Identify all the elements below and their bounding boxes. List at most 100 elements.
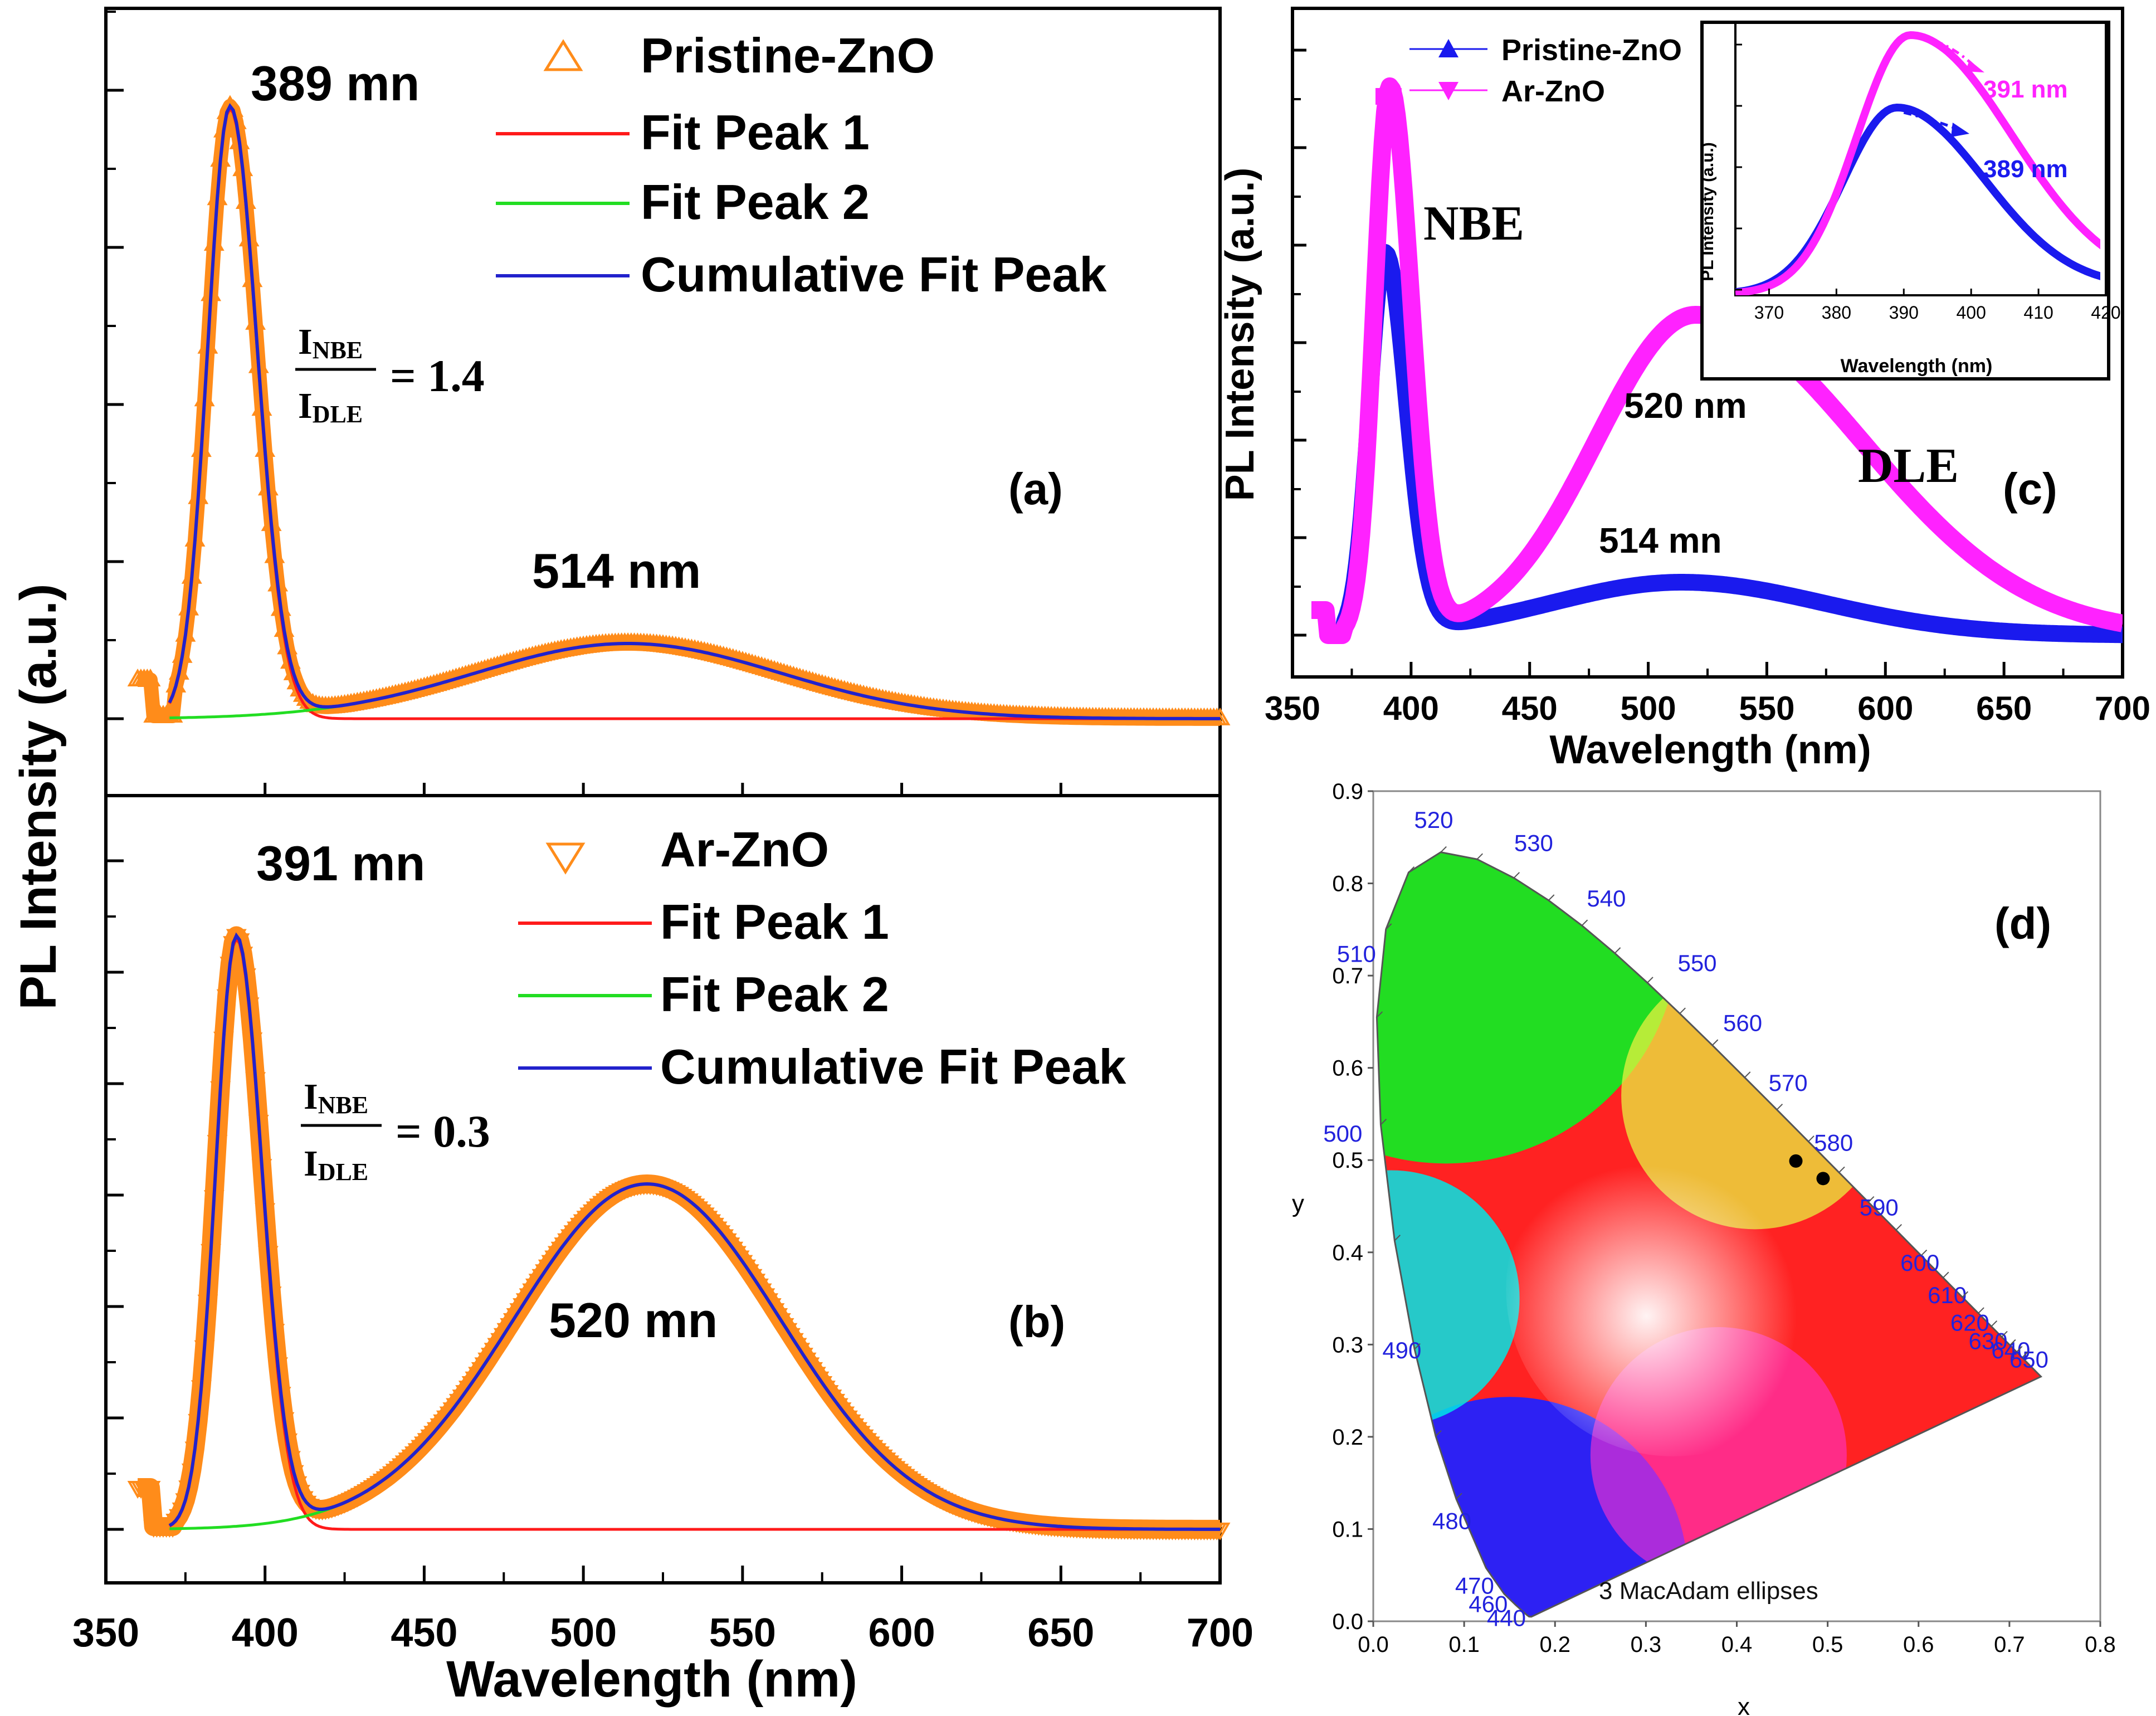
d-locus-tick	[1456, 1493, 1462, 1500]
c-inset-x-tick-label: 370	[1754, 303, 1784, 323]
d-wavelength-label: 460	[1469, 1591, 1508, 1617]
c-label-514: 514 mn	[1599, 520, 1722, 560]
c-inset-label-389: 389 nm	[1983, 155, 2068, 183]
panel-d: 0.0 0.1 0.2 0.3 0.4 0.5 0.6 0.7 0.8 0.0 0.1 0.2 0.3 0…	[1323, 779, 2116, 1657]
c-panel-letter: (c)	[2003, 464, 2057, 514]
panel-ab-axes: 350 400 450 500 550 600 650 700	[72, 11, 1253, 1655]
d-wavelength-label: 440	[1487, 1605, 1526, 1631]
d-purple-line	[1531, 1376, 2041, 1617]
legend-c-label-pristine: Pristine-ZnO	[1501, 33, 1682, 67]
ab-x-tick-label: 700	[1187, 1611, 1253, 1655]
ab-x-tick-label: 550	[709, 1611, 776, 1655]
d-wavelength-label: 570	[1769, 1070, 1808, 1096]
d-locus-tick	[1679, 1007, 1686, 1014]
legend-b-triangle-icon	[545, 842, 586, 875]
b-ratio-num: I	[304, 1076, 318, 1117]
svg-text:INBE: INBE	[304, 1076, 368, 1119]
a-panel-letter: (a)	[1008, 464, 1063, 514]
legend-a-label-fit1: Fit Peak 1	[641, 105, 870, 160]
d-y-tick-label: 0.3	[1332, 1333, 1363, 1357]
a-cumulative-fit	[168, 103, 1220, 720]
c-inset-plot-frame	[1734, 21, 2107, 296]
d-x-tick-label: 0.5	[1812, 1632, 1843, 1657]
c-label-nbe: NBE	[1423, 197, 1524, 251]
legend-c-triangle-up-icon	[1438, 39, 1459, 57]
b-peak-label-dle: 520 mn	[549, 1293, 718, 1348]
legend-b-label-cum: Cumulative Fit Peak	[660, 1039, 1126, 1094]
b-cumulative-fit	[168, 932, 1220, 1531]
d-x-tick-label: 0.1	[1448, 1632, 1480, 1657]
d-wavelength-label: 630	[1968, 1328, 2007, 1354]
d-color-green	[1377, 852, 1680, 1164]
a-ratio-num-sub: NBE	[313, 337, 363, 364]
legend-a-label-data: Pristine-ZnO	[641, 28, 935, 83]
b-ratio-den: I	[304, 1143, 318, 1184]
d-locus-tick	[1895, 1224, 1903, 1231]
d-annotation: 3 MacAdam ellipses	[1599, 1577, 1818, 1605]
d-wavelength-label: 590	[1860, 1195, 1899, 1221]
legend-b: Ar-ZnO Fit Peak 1 Fit Peak 2 Cumulative …	[518, 822, 1126, 1094]
ab-x-tick-label: 500	[550, 1611, 617, 1655]
svg-text:INBE: INBE	[298, 321, 363, 364]
d-y-tick-label: 0.8	[1332, 872, 1363, 896]
panel-c: 350 400 450 500 550 600 650 700	[1265, 48, 2150, 727]
d-wavelength-label: 470	[1455, 1572, 1494, 1598]
d-x-tick-label: 0.6	[1903, 1632, 1934, 1657]
d-wavelength-label: 500	[1323, 1120, 1362, 1147]
ab-x-tick-label: 650	[1027, 1611, 1094, 1655]
d-locus-tick	[1476, 853, 1483, 860]
c-y-axis-label: PL Intensity (a.u.)	[1218, 168, 1262, 501]
d-y-tick-label: 0.5	[1332, 1148, 1363, 1173]
b-ratio-den-sub: DLE	[318, 1158, 368, 1186]
d-locus-tick	[1614, 947, 1621, 954]
d-y-tick-label: 0.2	[1332, 1425, 1363, 1450]
b-panel-letter: (b)	[1008, 1297, 1065, 1347]
d-locus-tick	[1943, 1271, 1949, 1279]
d-locus-tick	[2016, 1346, 2023, 1353]
d-color-white	[1506, 1122, 1841, 1456]
d-locus-tick	[1776, 1103, 1783, 1110]
d-x-tick-label: 0.7	[1994, 1632, 2025, 1657]
d-locus-tick	[1376, 1011, 1383, 1018]
d-x-tick-label: 0.0	[1358, 1632, 1389, 1657]
c-x-tick-label: 550	[1739, 690, 1794, 727]
d-y-tick-label: 0.6	[1332, 1056, 1363, 1081]
c-x-tick-label: 600	[1857, 690, 1913, 727]
b-peak-label-nbe: 391 mn	[256, 836, 425, 891]
c-pristine-series	[1305, 243, 2123, 644]
d-y-tick-label: 0.9	[1332, 779, 1363, 804]
b-data-band	[131, 926, 1227, 1539]
a-ratio-den-sub: DLE	[313, 401, 363, 428]
c-x-tick-label: 650	[1976, 690, 2032, 727]
d-locus-tick	[2001, 1330, 2008, 1338]
c-x-axis-label: Wavelength (nm)	[1549, 728, 1871, 772]
c-inset-x-label: Wavelength (nm)	[1841, 355, 1993, 377]
d-locus-tick	[1978, 1307, 1984, 1314]
c-x-tick-label: 450	[1502, 690, 1558, 727]
b-fit-peak-2	[169, 1182, 1220, 1531]
d-wavelength-label: 610	[1928, 1282, 1967, 1308]
d-wavelength-label: 600	[1900, 1250, 1939, 1276]
d-x-tick-label: 0.4	[1721, 1632, 1753, 1657]
b-ratio-value: = 0.3	[396, 1106, 490, 1157]
d-panel-letter: (d)	[1994, 899, 2051, 948]
ab-x-tick-label: 600	[869, 1611, 935, 1655]
c-inset: 370 380 390 400 410 420	[1734, 21, 2121, 323]
d-locus-tick	[2022, 1351, 2028, 1358]
legend-c: Pristine-ZnO Ar-ZnO	[1409, 33, 1682, 108]
d-locus-tick	[1380, 1118, 1387, 1125]
c-inset-x-tick-label: 410	[2023, 303, 2053, 323]
b-ratio-num-sub: NBE	[318, 1091, 368, 1119]
c-x-tick-label: 400	[1383, 690, 1439, 727]
d-locus-tick	[2009, 1339, 2016, 1346]
d-wavelength-label: 520	[1414, 807, 1453, 833]
d-locus-outline	[1375, 851, 2043, 1618]
a-ratio-value: = 1.4	[390, 350, 485, 401]
d-y-tick-label: 0.0	[1332, 1610, 1363, 1634]
d-locus-tick	[1920, 1249, 1928, 1256]
d-locus-tick	[1394, 1235, 1401, 1241]
legend-c-label-ar: Ar-ZnO	[1501, 75, 1605, 108]
d-locus-tick	[1991, 1320, 1998, 1327]
